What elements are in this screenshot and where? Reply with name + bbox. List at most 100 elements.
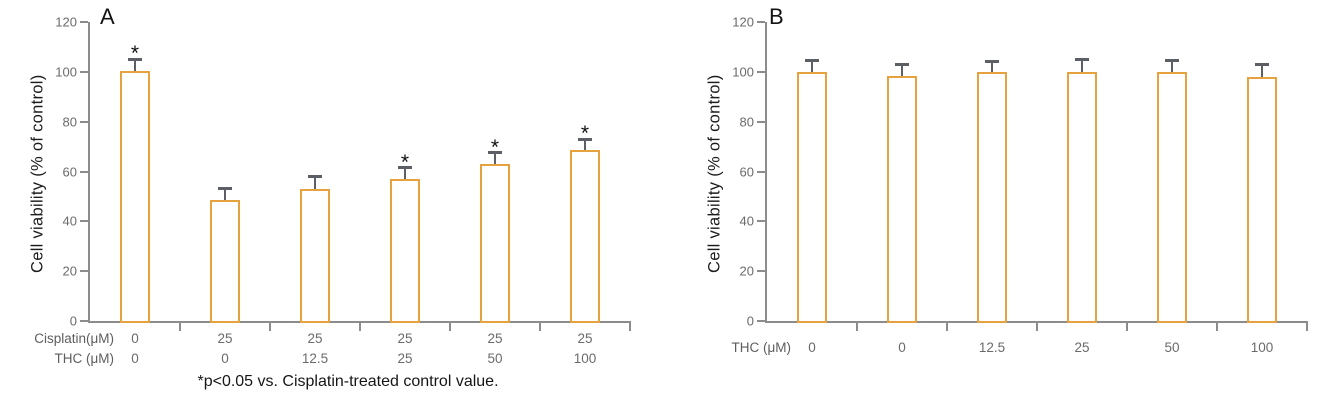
y-tick bbox=[80, 270, 88, 273]
y-tick-label: 60 bbox=[739, 164, 754, 179]
x-value-label: 0 bbox=[898, 340, 906, 355]
x-tick bbox=[359, 321, 361, 331]
x-tick bbox=[629, 321, 631, 331]
y-tick bbox=[757, 21, 765, 23]
error-bar bbox=[404, 167, 406, 179]
y-tick-label: 0 bbox=[69, 313, 77, 329]
x-value-label: 100 bbox=[573, 351, 597, 366]
y-tick-label: 40 bbox=[739, 213, 754, 229]
x-tick bbox=[856, 321, 858, 331]
x-value-label: 0 bbox=[221, 351, 229, 366]
y-tick bbox=[80, 21, 88, 23]
y-tick-label: 20 bbox=[739, 263, 754, 279]
bar bbox=[1067, 71, 1097, 323]
error-bar-cap bbox=[1255, 62, 1269, 66]
x-tick bbox=[1216, 321, 1218, 331]
error-bar bbox=[314, 176, 316, 189]
error-bar-cap bbox=[895, 62, 909, 66]
y-tick-label: 120 bbox=[55, 14, 77, 30]
error-bar bbox=[811, 60, 813, 72]
x-tick bbox=[1306, 321, 1308, 331]
x-tick bbox=[449, 321, 451, 331]
y-tick bbox=[757, 170, 765, 173]
significance-marker: * bbox=[490, 135, 500, 159]
error-bar-cap bbox=[805, 59, 819, 63]
bar bbox=[300, 188, 330, 323]
x-value-label: 100 bbox=[1250, 340, 1274, 355]
bar bbox=[390, 178, 420, 323]
y-tick-label: 80 bbox=[739, 114, 754, 130]
x-value-label: 0 bbox=[808, 340, 816, 355]
x-value-label: 0 bbox=[131, 351, 139, 366]
error-bar bbox=[1171, 60, 1173, 72]
y-tick bbox=[757, 70, 765, 73]
x-tick bbox=[269, 321, 271, 331]
bar bbox=[977, 71, 1007, 323]
x-value-label: 25 bbox=[307, 331, 323, 346]
y-tick-label: 100 bbox=[55, 64, 77, 80]
x-value-label: 12.5 bbox=[301, 351, 329, 366]
panel-b-letter: B bbox=[769, 4, 784, 29]
y-tick bbox=[80, 320, 88, 322]
x-value-label: 0 bbox=[131, 331, 139, 346]
x-value-label: 25 bbox=[577, 331, 593, 346]
significance-marker: * bbox=[130, 42, 140, 66]
x-value-label: 25 bbox=[397, 351, 413, 366]
bar bbox=[1157, 71, 1187, 323]
error-bar bbox=[1081, 59, 1083, 72]
y-tick bbox=[80, 120, 88, 123]
panel-a-letter: A bbox=[100, 4, 115, 29]
error-bar-cap bbox=[985, 60, 999, 64]
error-bar bbox=[134, 59, 136, 71]
y-tick-label: 0 bbox=[746, 313, 754, 329]
x-tick bbox=[179, 321, 181, 331]
x-value-label: 25 bbox=[1074, 340, 1090, 355]
x-tick bbox=[1036, 321, 1038, 331]
x-tick bbox=[539, 321, 541, 331]
x-row-label: Cisplatin(μM) bbox=[34, 331, 114, 346]
bar-plot-a: 0 20 40 60 80 100 120 * * * * Cisplatin(μM) 0 25 25 25 2… bbox=[34, 16, 631, 366]
significance-footnote: *p<0.05 vs. Cisplatin-treated control va… bbox=[197, 373, 499, 390]
y-tick-label: 40 bbox=[62, 213, 77, 229]
error-bar-cap bbox=[488, 151, 502, 155]
bar bbox=[210, 200, 240, 323]
significance-marker: * bbox=[400, 150, 410, 174]
y-tick bbox=[80, 170, 88, 173]
error-bar-cap bbox=[578, 137, 592, 141]
y-tick bbox=[757, 120, 765, 123]
y-tick-label: 120 bbox=[732, 14, 754, 30]
y-axis-title-a: Cell viability (% of control) bbox=[28, 74, 47, 273]
error-bar-cap bbox=[128, 57, 142, 61]
error-bar bbox=[991, 61, 993, 72]
bar bbox=[1247, 76, 1277, 323]
bar bbox=[797, 71, 827, 323]
y-tick-label: 60 bbox=[62, 164, 77, 179]
x-value-label: 12.5 bbox=[978, 340, 1006, 355]
x-tick bbox=[1126, 321, 1128, 331]
x-value-label: 50 bbox=[487, 351, 503, 366]
error-bar-cap bbox=[218, 187, 232, 191]
error-bar-cap bbox=[398, 166, 412, 170]
error-bar bbox=[1261, 64, 1263, 77]
x-tick bbox=[946, 321, 948, 331]
y-tick-label: 20 bbox=[62, 263, 77, 279]
error-bar bbox=[494, 152, 496, 165]
error-bar-cap bbox=[1165, 59, 1179, 63]
y-tick bbox=[80, 70, 88, 73]
error-bar-cap bbox=[308, 174, 322, 178]
error-bar bbox=[224, 188, 226, 201]
y-axis-title-b: Cell viability (% of control) bbox=[705, 74, 724, 273]
x-value-label: 25 bbox=[217, 331, 233, 346]
bar bbox=[120, 70, 150, 323]
x-value-label: 25 bbox=[487, 331, 503, 346]
bar bbox=[570, 150, 600, 323]
significance-marker: * bbox=[580, 122, 590, 146]
bar bbox=[887, 75, 917, 323]
x-value-label: 25 bbox=[397, 331, 413, 346]
bar bbox=[480, 164, 510, 323]
bar-plot-b: 0 20 40 60 80 100 120 THC (μM) 0 0 12.5 25 50 100 bbox=[731, 16, 1308, 355]
y-tick bbox=[757, 320, 765, 322]
error-bar bbox=[584, 139, 586, 151]
y-tick bbox=[757, 220, 765, 223]
